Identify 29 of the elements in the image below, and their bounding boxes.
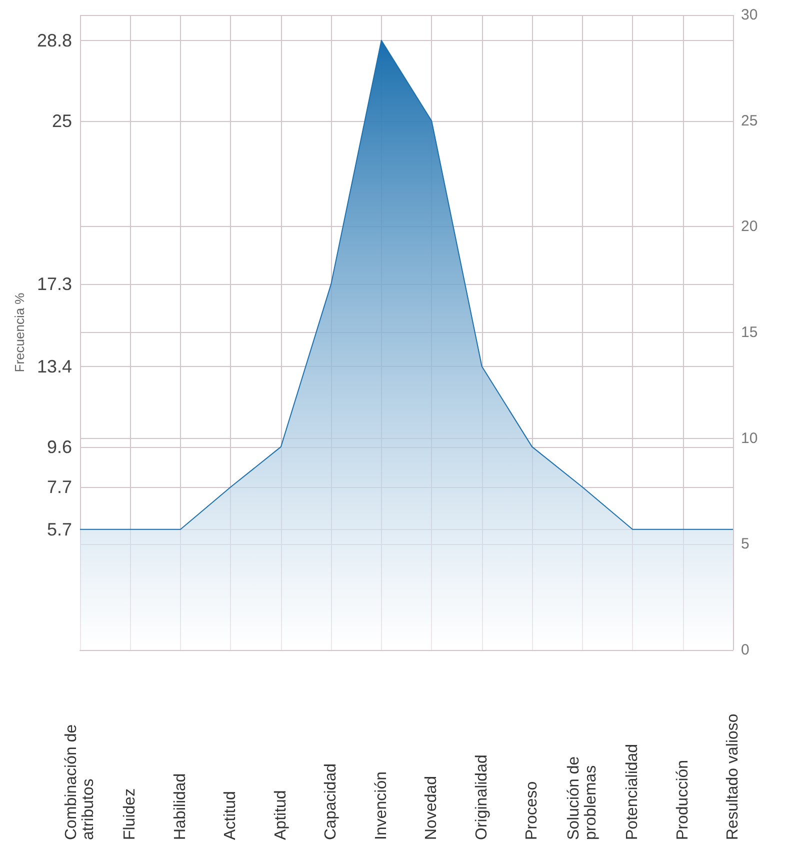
y-tick-label: 17.3: [36, 274, 72, 294]
y2-tick-label: 15: [741, 324, 758, 341]
y-tick-label: 5.7: [46, 519, 72, 540]
y2-tick-label: 0: [741, 642, 750, 658]
x-tick-label: Habilidad: [172, 773, 189, 840]
x-tick-label: Actitud: [222, 791, 240, 840]
y-tick-label: 28.8: [36, 30, 72, 50]
y2-tick-label: 10: [741, 430, 758, 447]
x-tick-label: Combinación de atributos: [63, 720, 97, 840]
y-tick-label: 7.7: [46, 477, 72, 498]
x-tick-label: Capacidad: [322, 764, 340, 840]
x-tick-label: Producción: [674, 760, 692, 840]
y-tick-label: 25: [52, 110, 72, 131]
x-tick-label: Proceso: [524, 781, 541, 840]
x-tick-label: Resultado valioso: [724, 714, 742, 840]
y2-tick-label: 5: [741, 536, 750, 553]
y2-tick-label: 30: [741, 6, 758, 24]
y-tick-label: 13.4: [36, 356, 72, 376]
y2-tick-label: 20: [741, 218, 758, 236]
x-tick-label: Fluidez: [122, 788, 139, 840]
x-tick-label: Aptitud: [272, 790, 290, 840]
y-axis-title: Frecuencia %: [12, 292, 28, 372]
x-tick-label: Novedad: [423, 776, 440, 840]
x-tick-label: Solución de problemas: [565, 752, 600, 840]
y-tick-label: 9.6: [46, 436, 72, 457]
y2-tick-label: 25: [741, 112, 758, 130]
x-tick-label: Potencialidad: [624, 744, 642, 840]
x-tick-label: Originalidad: [473, 754, 490, 840]
x-tick-label: Invención: [372, 772, 390, 840]
